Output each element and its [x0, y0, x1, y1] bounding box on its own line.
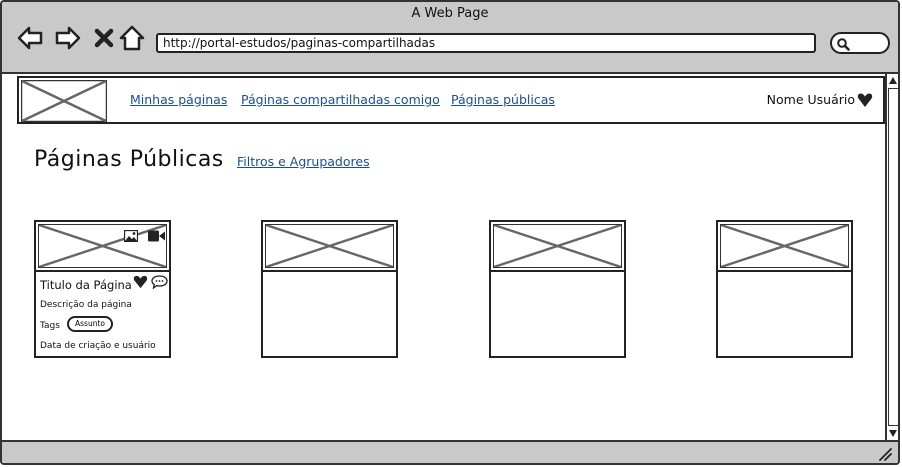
page-card[interactable]	[489, 220, 626, 358]
status-bar	[2, 440, 898, 463]
card-divider	[36, 270, 169, 272]
nav-link-minhas-paginas[interactable]: Minhas páginas	[130, 92, 228, 107]
page-content: Minhas páginas Páginas compartilhadas co…	[2, 74, 885, 440]
search-icon	[837, 38, 850, 51]
heart-icon[interactable]	[857, 92, 873, 108]
filters-link[interactable]: Filtros e Agrupadores	[237, 154, 370, 169]
search-field[interactable]	[830, 32, 890, 54]
forward-icon[interactable]	[54, 24, 82, 52]
image-icon[interactable]	[124, 230, 138, 242]
vertical-scrollbar[interactable]	[885, 74, 898, 440]
close-icon[interactable]	[90, 24, 118, 52]
address-bar[interactable]: http://portal-estudos/paginas-compartilh…	[156, 33, 816, 53]
back-icon[interactable]	[16, 24, 44, 52]
scroll-track[interactable]	[888, 88, 898, 426]
card-divider	[263, 270, 396, 272]
heart-icon[interactable]	[133, 275, 148, 289]
tag-badge[interactable]: Assunto	[67, 316, 113, 332]
card-tags-label: Tags	[40, 321, 60, 331]
card-meta: Data de criação e usuário	[40, 341, 156, 351]
page-card[interactable]	[716, 220, 853, 358]
site-navbar: Minhas páginas Páginas compartilhadas co…	[17, 76, 885, 124]
comment-icon[interactable]	[151, 275, 168, 289]
logo-placeholder-image	[21, 80, 107, 122]
browser-toolbar: A Web Page http://portal-estudos/paginas…	[2, 2, 898, 74]
card-image-placeholder	[38, 224, 167, 268]
page-title: Páginas Públicas	[34, 147, 224, 172]
nav-link-paginas-publicas[interactable]: Páginas públicas	[451, 92, 555, 107]
scroll-up-icon[interactable]	[889, 77, 897, 84]
card-description: Descrição da página	[40, 300, 132, 310]
card-image-placeholder	[493, 224, 622, 268]
resize-grip-icon[interactable]	[878, 447, 892, 461]
scroll-down-icon[interactable]	[889, 430, 897, 437]
user-name[interactable]: Nome Usuário	[766, 92, 855, 107]
page-card[interactable]: Titulo da Página Descrição da página Tag…	[34, 220, 171, 358]
card-image-placeholder	[720, 224, 849, 268]
video-icon[interactable]	[148, 230, 165, 242]
card-image-placeholder	[265, 224, 394, 268]
home-icon[interactable]	[118, 24, 146, 52]
card-divider	[718, 270, 851, 272]
nav-link-paginas-compartilhadas[interactable]: Páginas compartilhadas comigo	[241, 92, 440, 107]
card-divider	[491, 270, 624, 272]
window-title: A Web Page	[411, 6, 489, 21]
page-card[interactable]	[261, 220, 398, 358]
card-title[interactable]: Titulo da Página	[40, 278, 132, 292]
